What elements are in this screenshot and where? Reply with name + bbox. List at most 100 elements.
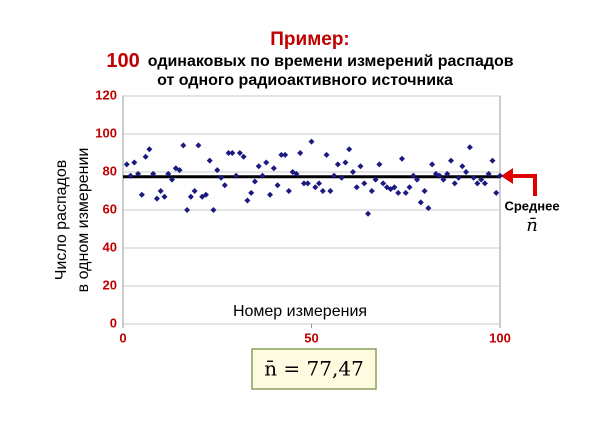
data-point — [334, 161, 341, 168]
data-point — [169, 176, 176, 183]
y-tick-label: 100 — [95, 125, 117, 140]
data-point — [346, 146, 353, 153]
chart-subtitle-line2: от одного радиоактивного источника — [157, 72, 453, 89]
data-point — [459, 163, 466, 170]
mean-arrowhead — [501, 168, 513, 184]
data-point — [463, 169, 470, 175]
data-point — [297, 150, 304, 156]
data-point — [327, 188, 334, 194]
data-point — [470, 174, 477, 181]
mean-bracket — [505, 174, 537, 196]
x-axis-label: Номер измерения — [233, 303, 367, 320]
data-point — [338, 174, 345, 181]
subtitle-count: 100 — [106, 50, 139, 72]
data-point — [293, 170, 300, 177]
data-point — [440, 176, 447, 183]
data-point — [240, 153, 247, 160]
data-point — [150, 170, 157, 177]
data-point — [436, 172, 443, 179]
y-tick-label: 60 — [103, 201, 117, 216]
data-point — [267, 191, 274, 198]
data-point — [135, 170, 142, 177]
data-point — [331, 172, 338, 179]
data-point — [353, 184, 360, 191]
mean-symbol: n̄ — [526, 215, 538, 236]
data-point — [406, 184, 413, 191]
data-point — [191, 188, 198, 194]
y-tick-label: 0 — [110, 315, 117, 330]
data-point — [414, 176, 421, 183]
data-point — [466, 144, 473, 151]
data-point — [285, 188, 292, 194]
data-point — [187, 193, 194, 200]
data-point — [391, 184, 398, 191]
data-point — [157, 188, 164, 194]
data-point — [447, 157, 454, 164]
data-point — [361, 180, 368, 187]
data-point — [300, 180, 307, 187]
data-point — [323, 151, 330, 158]
data-point — [455, 174, 462, 181]
data-point — [365, 210, 372, 217]
data-point — [429, 161, 436, 168]
data-point — [225, 150, 232, 156]
data-point — [251, 178, 258, 185]
data-point — [165, 170, 172, 177]
data-point — [421, 188, 428, 194]
data-point — [229, 150, 236, 156]
data-point — [316, 180, 323, 187]
data-point — [127, 172, 134, 179]
y-tick-label: 80 — [103, 163, 117, 178]
data-point — [270, 165, 277, 172]
data-point — [349, 169, 356, 175]
data-point — [304, 180, 311, 187]
data-point — [402, 189, 409, 196]
data-point — [357, 163, 364, 170]
mean-name: Среднее — [504, 198, 559, 213]
data-point — [308, 138, 315, 145]
data-point — [485, 170, 492, 177]
data-point — [176, 167, 183, 174]
data-point — [493, 189, 500, 196]
data-point — [319, 188, 326, 194]
x-tick-label: 0 — [119, 330, 126, 345]
data-point — [221, 182, 228, 189]
data-point — [278, 151, 285, 158]
y-axis-label: в одном измерении — [75, 148, 92, 293]
data-point — [444, 170, 451, 177]
data-point — [497, 172, 503, 179]
y-tick-label: 20 — [103, 277, 117, 292]
data-point — [274, 182, 281, 189]
data-point — [142, 153, 149, 160]
data-point — [210, 207, 217, 213]
x-tick-label: 100 — [489, 330, 511, 345]
data-point — [368, 188, 375, 194]
chart-subtitle: 100 одинаковых по времени измерений распа… — [106, 50, 513, 72]
data-point — [478, 176, 485, 183]
data-point — [410, 172, 417, 179]
data-point — [263, 159, 270, 166]
data-point — [248, 189, 255, 196]
data-point — [146, 146, 153, 153]
data-point — [425, 205, 432, 212]
y-tick-label: 120 — [95, 87, 117, 102]
data-point — [218, 174, 225, 181]
data-point — [244, 197, 251, 204]
data-point — [214, 167, 221, 174]
data-point — [259, 172, 266, 179]
data-point — [233, 172, 240, 179]
data-point — [131, 159, 138, 166]
data-point — [255, 163, 262, 170]
data-point — [282, 151, 289, 158]
data-point — [153, 195, 160, 202]
data-point — [481, 180, 488, 187]
data-point — [489, 157, 496, 164]
data-point — [206, 157, 213, 164]
data-point — [195, 142, 202, 149]
data-point — [123, 161, 130, 168]
data-point — [451, 180, 458, 187]
data-point — [417, 199, 424, 206]
formula-box — [251, 348, 377, 390]
